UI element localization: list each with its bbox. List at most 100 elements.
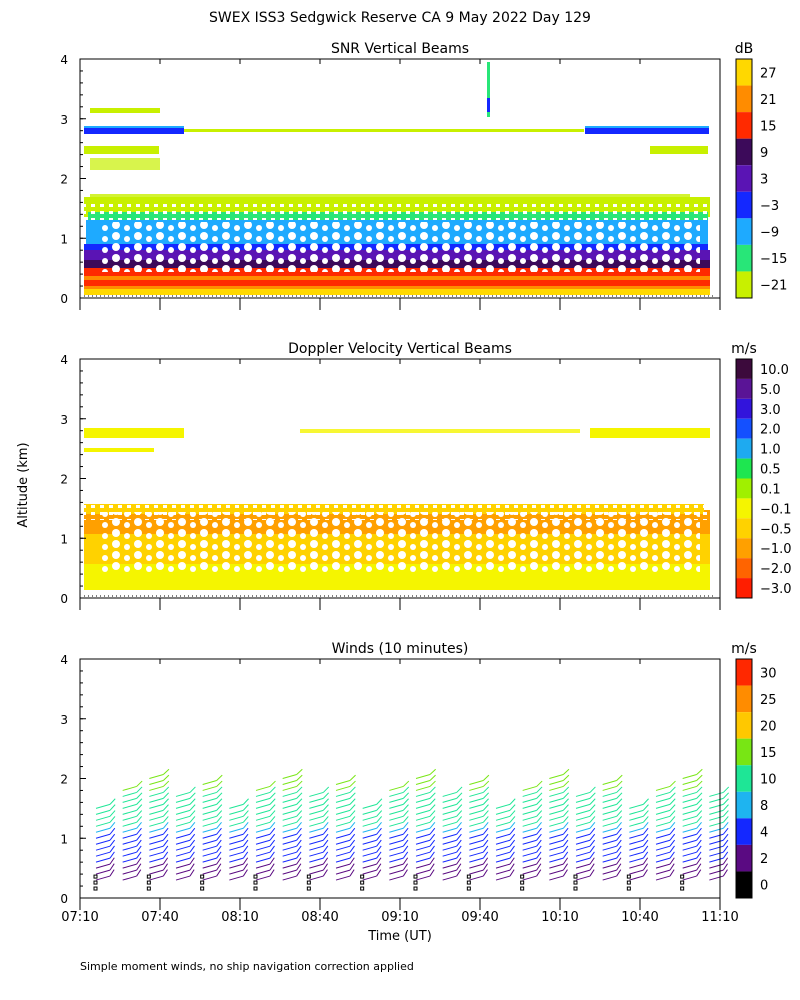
calm-marker (253, 886, 258, 891)
wind-barb-flag (509, 804, 516, 811)
wind-barb-flag (136, 851, 142, 859)
wind-barb-flag (242, 869, 248, 877)
wind-barb-staff (655, 863, 671, 869)
time-axis-label: Time (UT) (367, 929, 432, 944)
wind-barb-flag (616, 810, 623, 817)
wind-barb-staff (709, 797, 724, 803)
doppler-colorbar-label: 10.0 (760, 363, 789, 378)
calm-marker (146, 886, 151, 891)
wind-barb-flag (642, 827, 649, 835)
wind-barb-flag (349, 833, 356, 841)
wind-barb-flag (296, 768, 303, 775)
wind-barb-flag (509, 869, 515, 877)
wind-barb-flag (509, 863, 515, 871)
wind-barb-staff (629, 845, 644, 851)
wind-barb-staff (282, 839, 297, 845)
wind-barb-staff (682, 851, 697, 857)
wind-barb-staff (709, 839, 724, 845)
doppler-colorbar-label: −3.0 (760, 582, 792, 597)
wind-barb-flag (216, 786, 223, 793)
wind-barb-flag (402, 827, 409, 835)
wind-barb-staff (255, 839, 271, 845)
wind-barb-staff (629, 827, 644, 833)
doppler-colorbar: m/s 10.0 5.0 3.0 2.0 1.0 0.5 0.1 −0.1 −0.5 −1.0 −2… (731, 341, 792, 599)
wind-barb-staff (389, 827, 404, 833)
wind-barb-flag (456, 822, 462, 829)
wind-barb-staff (682, 869, 697, 875)
wind-barb-flag (429, 780, 436, 787)
wind-barb-staff (469, 875, 484, 881)
wind-barb-flag (482, 869, 488, 877)
wind-barb-flag (269, 780, 276, 787)
wind-barb-staff (335, 869, 351, 875)
wind-barb-flag (162, 833, 169, 841)
wind-barb-flag (402, 804, 409, 811)
wind-barb-flag (669, 780, 676, 787)
wind-barb-staff (149, 875, 164, 881)
snr-colorbar-swatch (736, 271, 752, 298)
wind-barb-staff (95, 809, 111, 815)
doppler-colorbar-label: −2.0 (760, 562, 792, 577)
wind-barb-staff (709, 863, 724, 869)
wind-barb-flag (669, 822, 676, 829)
wind-barb-flag (722, 816, 729, 823)
wind-barb-staff (415, 779, 431, 785)
wind-barb-staff (122, 827, 137, 833)
wind-barb-staff (309, 839, 324, 845)
wind-barb-staff (682, 803, 697, 809)
wind-barb-staff (575, 797, 591, 803)
wind-barb-staff (362, 827, 377, 833)
doppler-x-ticks (79, 359, 721, 610)
wind-barb-staff (495, 809, 511, 815)
calm-marker (626, 886, 631, 891)
wind-barb-staff (175, 797, 191, 803)
wind-barb-staff (442, 815, 457, 821)
wind-barb-flag (162, 810, 169, 817)
wind-barb-flag (722, 833, 729, 841)
wind-barb-staff (655, 821, 671, 827)
calm-marker (680, 874, 685, 879)
wind-barb-flag (536, 822, 542, 829)
wind-barb-flag (136, 845, 142, 853)
wind-barb-flag (696, 839, 702, 847)
doppler-colorbar-frame (735, 358, 753, 599)
wind-barb-staff (362, 815, 377, 821)
wind-barb-flag (269, 827, 276, 835)
wind-barb-staff (122, 833, 137, 839)
winds-y-tick-label: 1 (60, 832, 68, 846)
wind-barb-staff (415, 809, 431, 815)
wind-barb-flag (376, 822, 382, 829)
wind-barb-flag (109, 833, 116, 841)
wind-barb-flag (189, 822, 196, 829)
wind-barb-flag (536, 833, 542, 841)
wind-barb-staff (709, 857, 724, 863)
wind-barb-flag (162, 822, 169, 829)
wind-barb-flag (616, 798, 623, 805)
winds-colorbar-label: 8 (760, 799, 768, 814)
winds-colorbar-swatch (736, 659, 752, 686)
wind-barb-flag (162, 774, 170, 781)
wind-barb-flag (482, 804, 489, 811)
winds-x-tick-label: 07:40 (141, 910, 178, 925)
wind-barb-flag (456, 869, 462, 877)
wind-barb-flag (589, 792, 596, 799)
wind-barb-flag (269, 833, 276, 841)
wind-barb-staff (575, 869, 591, 875)
wind-barb-flag (402, 786, 410, 793)
wind-barb-flag (589, 851, 595, 859)
wind-barb-staff (149, 821, 164, 827)
wind-barb-flag (642, 798, 649, 805)
wind-barb-staff (549, 875, 564, 881)
wind-barb-flag (242, 839, 249, 847)
snr-panel-title: SNR Vertical Beams (331, 41, 469, 57)
wind-barb-flag (136, 863, 142, 871)
wind-barb-flag (402, 851, 409, 859)
wind-barb-flag (189, 845, 195, 853)
wind-barb-staff (629, 803, 644, 809)
wind-barb-flag (482, 786, 490, 793)
wind-barb-staff (549, 857, 564, 863)
wind-barb-staff (175, 827, 191, 833)
wind-barb-flag (616, 786, 623, 793)
